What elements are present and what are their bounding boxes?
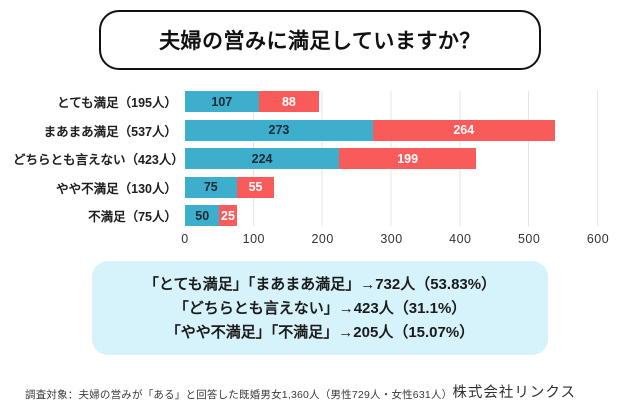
x-axis-tick: 400 bbox=[449, 232, 472, 246]
category-label: どちらとも言えない（423人） bbox=[13, 153, 184, 167]
bar-row: とても満足（195人） 107 88 bbox=[13, 91, 598, 112]
bar-segment-blue: 75 bbox=[185, 176, 237, 198]
bar-segment-blue: 273 bbox=[185, 119, 373, 141]
x-axis-tick: 0 bbox=[181, 232, 189, 246]
survey-note: 調査対象：夫婦の営みが「ある」と回答した既婚男女1,360人（男性729人・女性… bbox=[25, 389, 453, 401]
bar-segment-red: 25 bbox=[219, 205, 237, 226]
category-label: まあまあ満足（537人） bbox=[43, 124, 177, 139]
bar-segment-blue: 224 bbox=[185, 148, 340, 169]
category-label: とても満足（195人） bbox=[57, 96, 177, 110]
category-label: やや不満足（130人） bbox=[56, 181, 177, 196]
page-title: 夫婦の営みに満足していますか？ bbox=[159, 30, 481, 53]
bar-value: 224 bbox=[251, 151, 273, 166]
bar-track: 50 25 bbox=[185, 205, 598, 226]
satisfaction-bar-chart: とても満足（195人） 107 88 まあまあ満足（537人） 273 264 … bbox=[13, 91, 609, 248]
x-axis-tick: 100 bbox=[242, 232, 266, 246]
x-axis-tick: 600 bbox=[586, 232, 610, 246]
bar-value: 25 bbox=[221, 208, 235, 223]
bar-segment-blue: 50 bbox=[185, 205, 220, 226]
bar-track: 273 264 bbox=[185, 119, 598, 141]
bar-value: 199 bbox=[397, 151, 419, 166]
chart-plot-area: とても満足（195人） 107 88 まあまあ満足（537人） 273 264 … bbox=[13, 91, 598, 226]
bar-value: 55 bbox=[248, 180, 263, 194]
bar-row: 不満足（75人） 50 25 bbox=[13, 205, 598, 226]
bar-segment-blue: 107 bbox=[185, 91, 259, 112]
bar-value: 88 bbox=[281, 94, 296, 109]
bar-row: まあまあ満足（537人） 273 264 bbox=[13, 119, 598, 141]
summary-line: 「どちらとも言えない」→423人（31.1%） bbox=[173, 300, 467, 317]
company-name: 株式会社リンクス bbox=[452, 385, 576, 401]
x-axis-tick: 300 bbox=[380, 232, 403, 246]
bar-value: 50 bbox=[195, 208, 210, 223]
bar-segment-red: 264 bbox=[372, 119, 555, 141]
summary-box: 「とても満足」「まあまあ満足」→732人（53.83%） 「どちらとも言えない」… bbox=[92, 261, 548, 355]
title-box: 夫婦の営みに満足していますか？ bbox=[99, 10, 541, 70]
bar-row: どちらとも言えない（423人） 224 199 bbox=[13, 148, 598, 169]
x-axis: 0 100 200 300 400 500 600 bbox=[181, 226, 608, 248]
bar-value: 273 bbox=[268, 123, 290, 137]
x-axis-tick: 500 bbox=[517, 232, 541, 246]
footer: 調査対象：夫婦の営みが「ある」と回答した既婚男女1,360人（男性729人・女性… bbox=[0, 381, 640, 402]
bar-value: 75 bbox=[203, 180, 218, 194]
x-axis-tick: 200 bbox=[311, 232, 334, 246]
bar-segment-red: 88 bbox=[258, 91, 320, 112]
bar-value: 264 bbox=[453, 123, 475, 137]
bar-segment-red: 55 bbox=[236, 176, 275, 198]
summary-line: 「やや不満足」「不満足」→205人（15.07%） bbox=[165, 324, 475, 341]
category-label: 不満足（75人） bbox=[88, 210, 177, 224]
bar-track: 107 88 bbox=[185, 91, 598, 112]
bar-segment-red: 199 bbox=[339, 148, 477, 169]
bar-value: 107 bbox=[211, 94, 233, 109]
summary-line: 「とても満足」「まあまあ満足」→732人（53.83%） bbox=[143, 276, 497, 293]
bar-row: やや不満足（130人） 75 55 bbox=[13, 176, 598, 198]
bar-track: 75 55 bbox=[185, 176, 598, 198]
bar-track: 224 199 bbox=[185, 148, 598, 169]
